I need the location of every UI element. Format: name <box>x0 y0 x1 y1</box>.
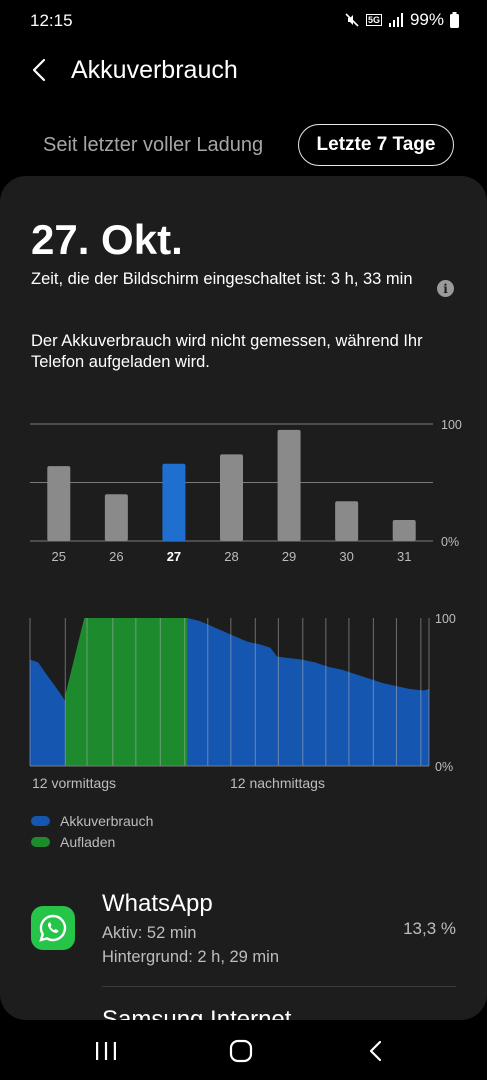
app-active-time: Aktiv: 52 min <box>102 924 197 942</box>
legend-swatch-charging <box>31 836 50 847</box>
x-tick-label-25: 25 <box>52 549 66 564</box>
x-tick-label-29: 29 <box>282 549 296 564</box>
x-tick-label-30: 30 <box>339 549 353 564</box>
usage-area-after <box>187 618 429 766</box>
next-app-name[interactable]: Samsung Internet <box>102 1006 292 1020</box>
status-time: 12:15 <box>30 11 73 30</box>
divider <box>102 986 456 987</box>
battery-percent: 99% <box>409 10 444 29</box>
x-tick-label-26: 26 <box>109 549 123 564</box>
app-background-time: Hintergrund: 2 h, 29 min <box>102 948 280 966</box>
bar-31 <box>392 519 416 541</box>
legend-label-charging: Aufladen <box>60 833 116 850</box>
whatsapp-icon <box>31 906 75 950</box>
chart-legend: Akkuverbrauch Aufladen <box>31 810 153 852</box>
x-tick-label-28: 28 <box>224 549 238 564</box>
x-tick-label-am: 12 vormittags <box>32 775 116 791</box>
recent-apps-icon[interactable] <box>91 1037 121 1065</box>
legend-item-usage: Akkuverbrauch <box>31 810 153 831</box>
charging-area <box>65 618 188 766</box>
navigation-bar <box>0 1020 487 1080</box>
daily-usage-bar-chart: 100 0% 25 26 27 28 29 30 31 <box>30 418 462 564</box>
legend-item-charging: Aufladen <box>31 831 153 852</box>
app-row-whatsapp[interactable]: WhatsApp Aktiv: 52 min Hintergrund: 2 h,… <box>0 876 487 986</box>
x-tick-label-27: 27 <box>167 549 181 564</box>
hourly-usage-area-chart: 100 0% 12 vormittags 12 nachmittags <box>29 612 456 791</box>
y-tick-label: 0% <box>435 760 453 774</box>
info-icon[interactable]: i <box>437 280 454 297</box>
bar-30 <box>335 501 359 541</box>
y-tick-label: 100 <box>441 418 462 432</box>
y-tick-label: 0% <box>441 535 459 549</box>
back-nav-icon[interactable] <box>362 1037 392 1065</box>
y-tick-label: 100 <box>435 612 456 626</box>
legend-label-usage: Akkuverbrauch <box>60 812 154 829</box>
tab-last-7-days[interactable]: Letzte 7 Tage <box>298 124 454 166</box>
bar-28 <box>220 454 243 541</box>
selected-date: 27. Okt. <box>31 216 183 263</box>
charging-notice: Der Akkuverbrauch wird nicht gemessen, w… <box>31 332 423 371</box>
screen-time-text: Zeit, die der Bildschirm eingeschaltet i… <box>31 270 413 288</box>
back-arrow-icon[interactable] <box>24 54 56 86</box>
period-tabs: Seit letzter voller Ladung Letzte 7 Tage <box>0 124 487 168</box>
signal-icon <box>388 13 403 27</box>
app-name: WhatsApp <box>102 890 213 917</box>
status-bar: 12:15 5G 99% <box>0 0 487 40</box>
mute-icon <box>345 13 359 27</box>
header: Akkuverbrauch <box>0 48 487 94</box>
network-5g-icon: 5G <box>365 14 382 26</box>
status-icons: 5G 99% <box>344 10 459 30</box>
app-usage-percent: 13,3 % <box>403 919 456 938</box>
battery-card: 27. Okt. Zeit, die der Bildschirm einges… <box>0 176 487 1020</box>
legend-swatch-usage <box>31 815 50 826</box>
x-tick-label-31: 31 <box>397 549 411 564</box>
page-title: Akkuverbrauch <box>71 56 238 84</box>
bar-25 <box>47 466 71 541</box>
usage-area-before <box>30 659 66 766</box>
home-icon[interactable] <box>226 1037 256 1065</box>
bar-27 <box>162 463 186 541</box>
x-tick-label-pm: 12 nachmittags <box>230 775 325 791</box>
battery-icon <box>450 12 459 28</box>
bar-26 <box>104 494 128 541</box>
bar-29 <box>277 429 301 541</box>
tab-since-full-charge[interactable]: Seit letzter voller Ladung <box>43 134 264 156</box>
